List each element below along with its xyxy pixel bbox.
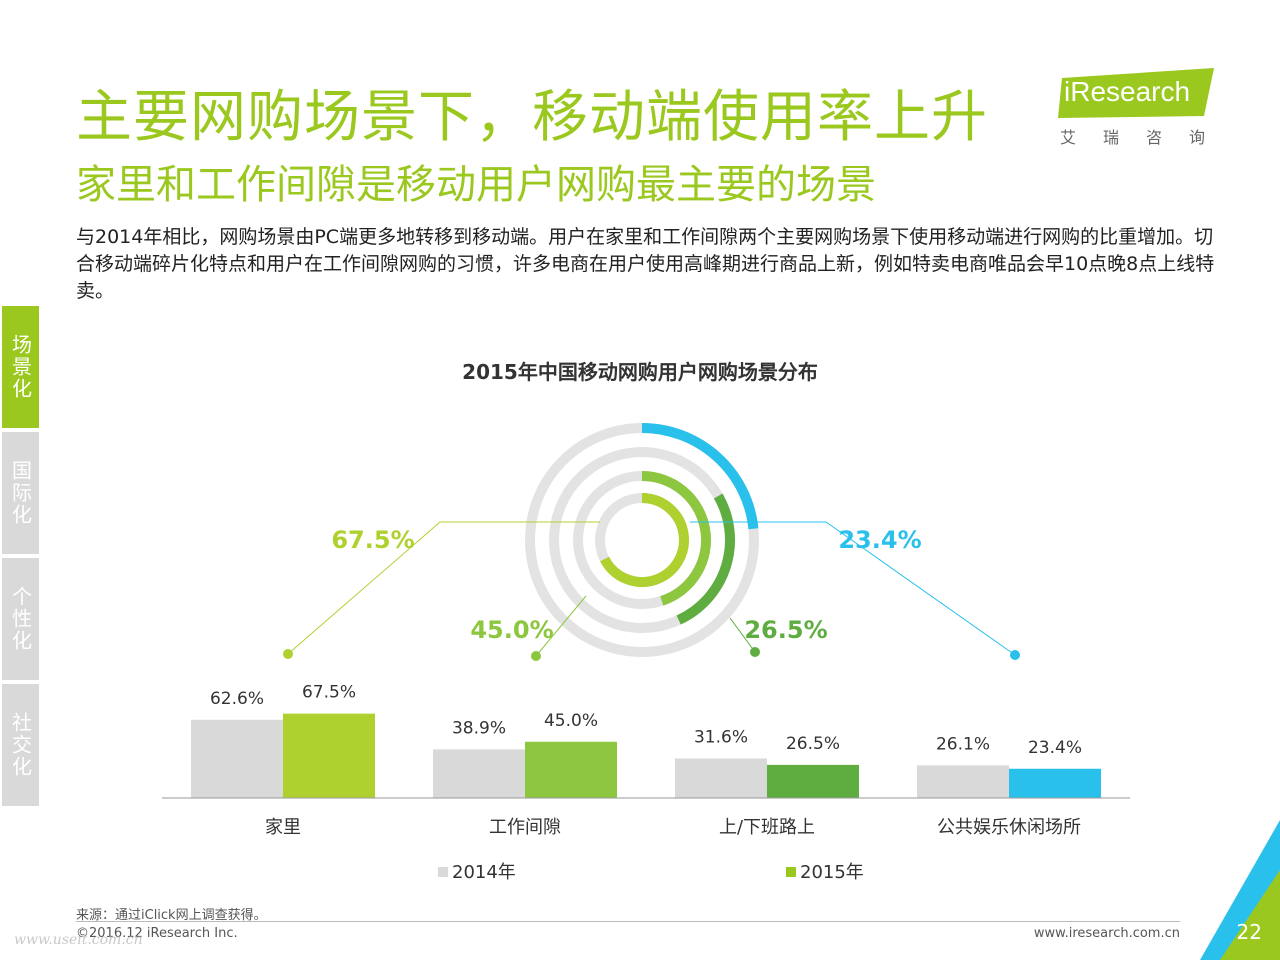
data-label-2014-3: 26.1% xyxy=(936,734,990,754)
ring-arc-3 xyxy=(641,423,759,530)
legend-2015: 2015年 xyxy=(786,858,864,884)
website-link[interactable]: www.iresearch.com.cn xyxy=(1033,926,1180,941)
callout-dot-2 xyxy=(750,647,760,657)
copyright: ©2016.12 iResearch Inc. xyxy=(76,926,238,941)
data-label-2015-2: 26.5% xyxy=(786,734,840,754)
callout-label-3: 23.4% xyxy=(838,526,921,554)
callout-line-2 xyxy=(729,617,756,653)
side-tab-scene[interactable]: 场景化 xyxy=(2,306,39,428)
side-tabs: 场景化 国际化 个性化 社交化 xyxy=(2,306,39,810)
callout-label-2: 26.5% xyxy=(744,616,827,644)
bar-2014-3 xyxy=(917,765,1009,798)
callout-label-1: 45.0% xyxy=(470,616,553,644)
side-tab-international[interactable]: 国际化 xyxy=(2,432,39,554)
category-label-2: 上/下班路上 xyxy=(719,817,815,838)
ring-arc-0 xyxy=(600,493,689,587)
footer-divider xyxy=(76,921,1180,922)
bar-2015-0 xyxy=(283,713,375,798)
data-label-2015-1: 45.0% xyxy=(544,711,598,731)
logo-cn-text: 艾瑞咨询 xyxy=(1060,128,1233,147)
logo-text: iResearch xyxy=(1064,76,1191,107)
bar-2015-1 xyxy=(525,741,617,798)
ring-arc-1 xyxy=(641,471,711,606)
bar-2014-2 xyxy=(675,758,767,798)
page-number: 22 xyxy=(1236,920,1262,944)
legend-swatch-2014 xyxy=(438,867,448,877)
category-label-0: 家里 xyxy=(265,817,301,838)
page-subtitle: 家里和工作间隙是移动用户网购最主要的场景 xyxy=(76,162,876,208)
data-label-2014-0: 62.6% xyxy=(210,689,264,709)
callout-line-1 xyxy=(535,595,587,657)
side-tab-personal[interactable]: 个性化 xyxy=(2,558,39,680)
corner-decoration xyxy=(1200,820,1280,960)
legend-label-2014: 2014年 xyxy=(452,862,516,883)
bar-2015-3 xyxy=(1009,768,1101,798)
callout-dot-1 xyxy=(531,651,541,661)
legend-swatch-2015 xyxy=(786,867,796,877)
category-label-3: 公共娱乐休闲场所 xyxy=(937,817,1081,838)
ring-arc-2 xyxy=(676,493,735,625)
description-text: 与2014年相比，网购场景由PC端更多地转移到移动端。用户在家里和工作间隙两个主… xyxy=(76,226,1215,302)
bar-2014-0 xyxy=(191,719,283,798)
legend-label-2015: 2015年 xyxy=(800,862,864,883)
callout-label-0: 67.5% xyxy=(331,526,414,554)
side-tab-social[interactable]: 社交化 xyxy=(2,684,39,806)
callout-dot-0 xyxy=(283,649,293,659)
callout-dot-3 xyxy=(1010,650,1020,660)
data-label-2015-0: 67.5% xyxy=(302,683,356,703)
callout-line-3 xyxy=(690,521,1016,656)
page-title: 主要网购场景下，移动端使用率上升 xyxy=(76,85,988,150)
data-label-2014-1: 38.9% xyxy=(452,718,506,738)
iresearch-logo: iResearch 艾瑞咨询 xyxy=(1058,68,1218,148)
bar-2014-1 xyxy=(433,749,525,798)
data-label-2015-3: 23.4% xyxy=(1028,738,1082,758)
callout-line-0 xyxy=(287,521,600,655)
bar-2015-2 xyxy=(767,764,859,798)
watermark: www.useit.com.cn xyxy=(14,932,143,948)
legend-2014: 2014年 xyxy=(438,858,516,884)
chart-title: 2015年中国移动网购用户网购场景分布 xyxy=(462,360,818,384)
source-note: 来源：通过iClick网上调查获得。 xyxy=(76,908,267,923)
data-label-2014-2: 31.6% xyxy=(694,728,748,748)
category-label-1: 工作间隙 xyxy=(489,817,561,838)
